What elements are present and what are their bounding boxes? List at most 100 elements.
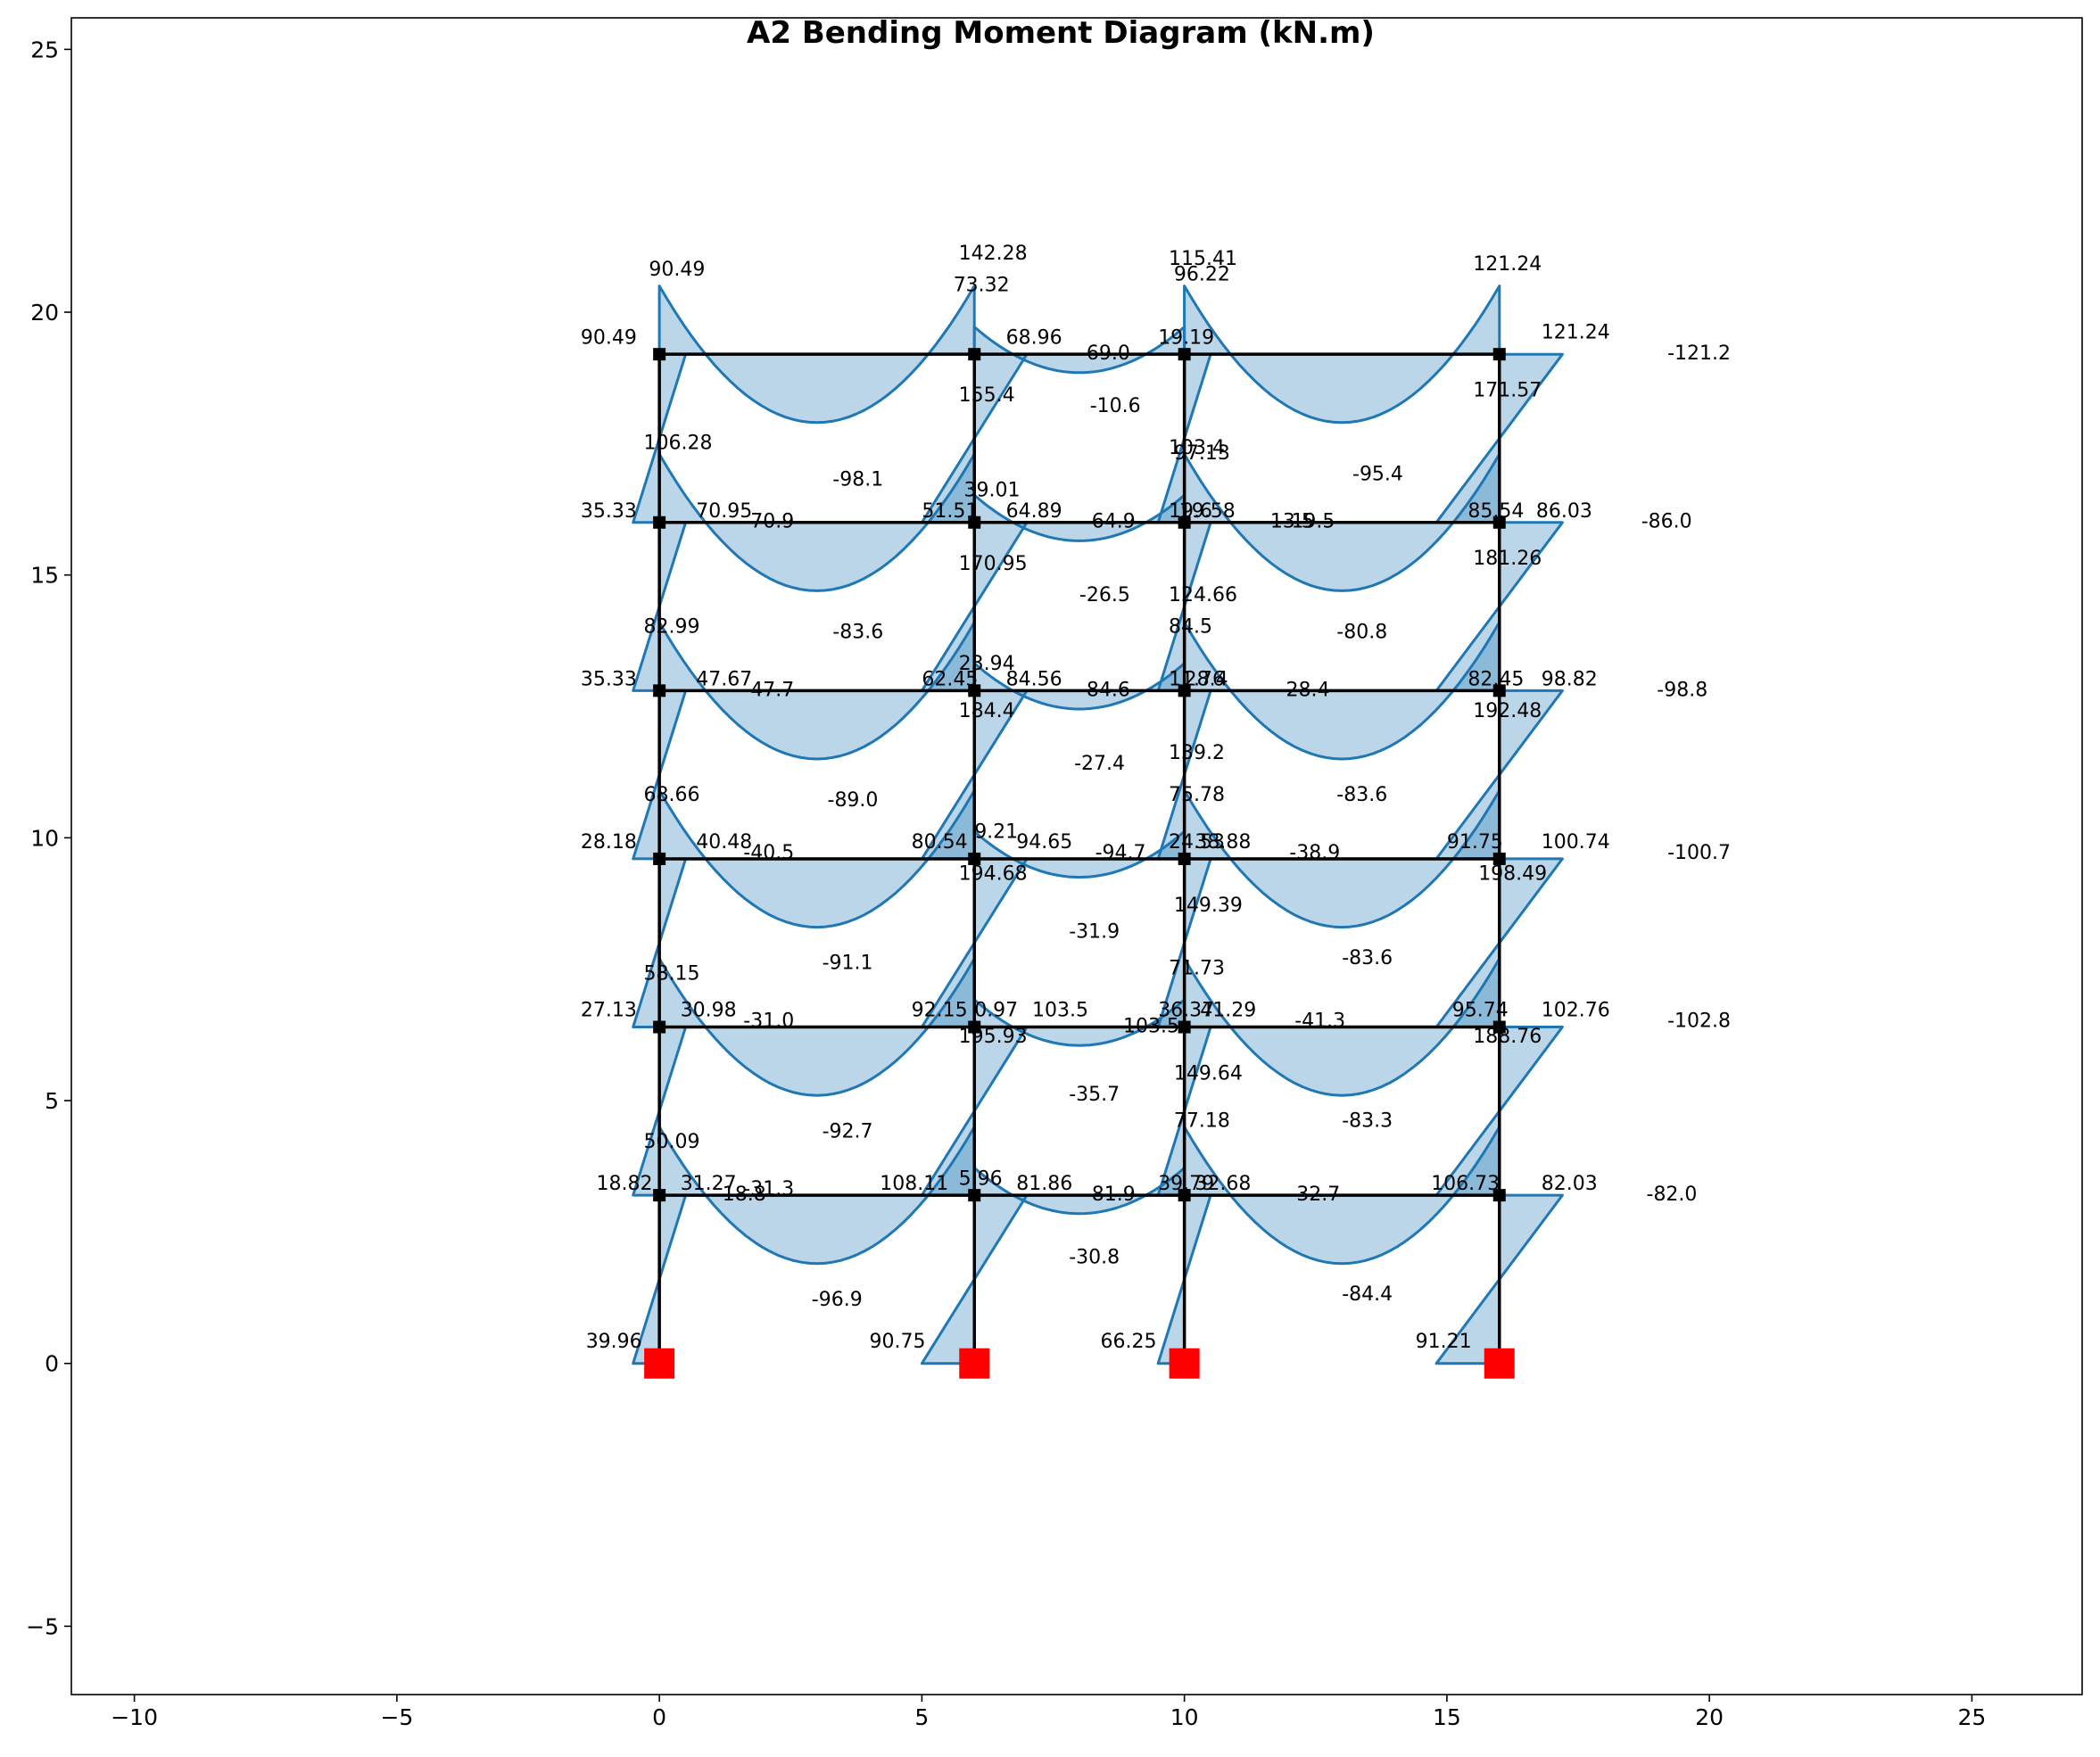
y-tick-label: 0 [45,1351,59,1377]
moment-value-label: -31.3 [743,1178,794,1200]
moment-value-label: -28.4 [1279,679,1330,701]
moment-value-label: 90.49 [581,326,637,349]
moment-value-label: -64.9 [1085,511,1136,533]
moment-value-label: 31.27 [681,1173,737,1195]
moment-value-label: 11.76 [1169,669,1225,691]
moment-value-label: 18.82 [597,1173,653,1195]
moment-value-label: 82.99 [644,616,700,639]
plot-border [70,17,2083,1695]
moment-value-label: -40.5 [743,842,794,864]
fixed-support [1484,1348,1515,1379]
joint-node [1178,852,1191,865]
moment-value-label: 108.11 [880,1173,948,1195]
y-axis-ticks: 25 20 15 10 5 0 −5 [26,37,71,1639]
x-axis-ticks: −10 −5 0 5 10 15 20 25 [111,1695,1986,1730]
moment-value-label: 41.29 [1200,1000,1256,1022]
moment-value-label: -92.7 [823,1120,873,1142]
moment-value-label: 32.68 [1195,1173,1251,1195]
joint-node [653,348,666,361]
moment-value-label: 9.21 [974,821,1018,843]
moment-value-label: 47.67 [696,669,752,691]
moment-value-label: -32.7 [1289,1184,1340,1206]
moment-value-label: 71.73 [1169,958,1225,980]
frame-layer [644,348,1515,1379]
joint-node [968,684,981,697]
moment-value-label: 5.96 [959,1167,1003,1190]
moment-value-label: 66.25 [1101,1331,1157,1353]
moment-value-label: 103.4 [1169,437,1225,459]
moment-value-label: 106.28 [644,432,713,454]
moment-value-label: -81.9 [1085,1184,1136,1206]
joint-node [653,684,666,697]
moment-value-label: -31.9 [1069,920,1120,943]
joint-node [1178,1020,1191,1034]
x-tick-label: −5 [380,1704,413,1730]
moment-value-label: 102.76 [1542,1000,1610,1022]
moment-value-label: 84.56 [1006,669,1062,691]
moment-value-label: 36.37 [1158,1000,1214,1022]
moment-value-label: 181.26 [1473,548,1542,570]
moment-value-label: -80.8 [1336,621,1387,643]
moment-value-label: -83.6 [832,621,883,643]
joint-node [1492,1189,1506,1202]
moment-value-label: -84.4 [1342,1283,1393,1306]
moment-value-label: 19.58 [1179,500,1236,523]
moment-value-label: 194.68 [959,863,1028,886]
moment-value-label: 91.21 [1416,1331,1472,1353]
moment-value-label: 139.2 [1169,742,1225,764]
beam-moment-shape [657,621,976,761]
moment-value-label: 90.49 [649,259,705,281]
joint-node [968,348,981,361]
moment-value-label: 24.53 [1169,831,1225,854]
moment-value-label: 73.32 [954,275,1010,297]
joint-node [1178,516,1191,529]
moment-value-label: 192.48 [1473,700,1542,722]
moment-value-label: -100.7 [1667,842,1731,864]
moment-value-label: 80.54 [912,831,968,854]
fixed-support [1169,1348,1200,1379]
moment-value-label: -10.6 [1090,395,1141,417]
moment-value-label: -31.0 [743,1010,794,1033]
y-tick-label: 5 [45,1088,59,1114]
moment-value-label: -102.8 [1667,1010,1731,1033]
moment-value-label: 149.39 [1174,895,1243,917]
moment-value-label: -70.9 [743,511,794,533]
moment-value-label: 170.95 [959,553,1028,575]
chart-title: A2 Bending Moment Diagram (kN.m) [747,15,1375,51]
moment-value-label: 35.33 [581,669,637,691]
moment-value-label: 50.09 [644,1131,700,1153]
moment-value-label: -91.1 [823,953,873,975]
joint-node [1492,1020,1506,1034]
moment-value-label: 39.79 [1158,1173,1214,1195]
moment-value-label: -38.9 [1289,842,1340,864]
beam-moment-shape [1183,621,1501,761]
joint-node [1492,348,1506,361]
moment-value-label: -83.3 [1342,1110,1393,1133]
moment-value-label: -47.7 [743,679,794,701]
moment-value-label: 82.45 [1468,669,1524,691]
joint-node [1492,852,1506,865]
joint-node [653,852,666,865]
moment-value-label: 94.65 [1016,831,1072,854]
moment-value-label: 184.4 [959,700,1015,722]
moment-value-label: 23.94 [959,653,1015,675]
moment-value-label: -69.0 [1079,342,1130,365]
moment-value-label: -89.0 [828,789,879,812]
moment-value-label: 188.76 [1473,1026,1542,1048]
y-tick-label: 15 [30,563,59,589]
moment-value-label: 96.22 [1174,264,1230,286]
fixed-support [644,1348,675,1379]
moment-value-label: 124.66 [1169,584,1237,606]
moment-value-label: -19.5 [1285,511,1335,533]
moment-value-label: 51.51 [922,500,978,523]
moment-value-label: -35.7 [1069,1084,1120,1106]
moment-value-label: 70.95 [696,500,752,523]
moment-value-label: 68.96 [1006,326,1062,349]
moment-value-label: 19.19 [1158,326,1214,349]
x-tick-label: 0 [652,1704,666,1730]
moment-value-label: -30.8 [1069,1247,1120,1269]
moment-value-label: -13.5 [1263,511,1314,533]
